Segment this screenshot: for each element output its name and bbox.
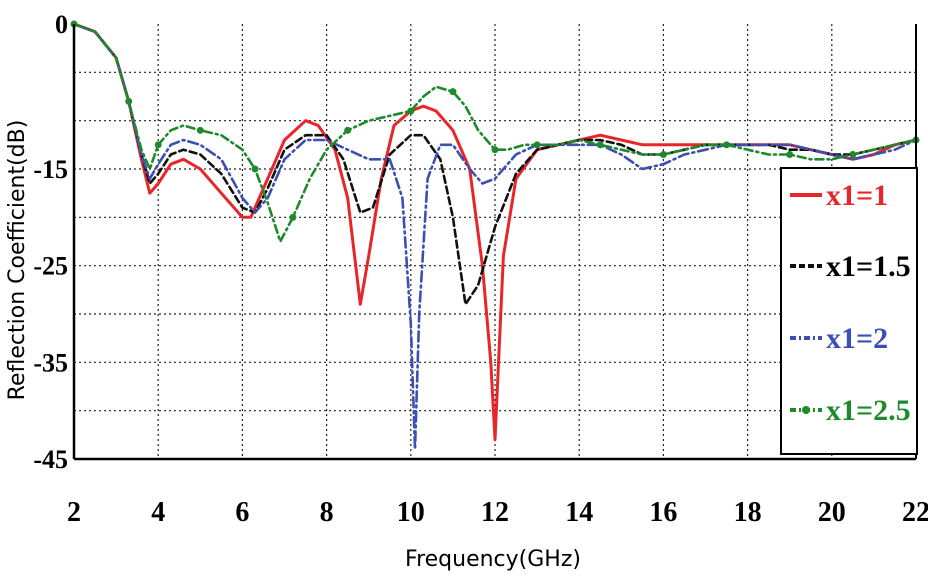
x-tick-label: 16 [649, 497, 677, 528]
grid [74, 24, 916, 459]
series-marker [786, 151, 794, 158]
series-line-x1-2-5 [72, 22, 918, 243]
x-tick-label: 20 [818, 497, 846, 528]
legend-box [780, 167, 918, 455]
plot-area [74, 24, 916, 459]
x-tick-label: 14 [565, 497, 593, 528]
series-marker [849, 151, 857, 158]
legend-marker [802, 406, 810, 414]
legend-label: x1=1 [826, 179, 888, 212]
x-tick-label: 2 [67, 497, 81, 528]
tick-labels: 0 -15 -25 -35 -45 2 4 6 8 10 12 14 16 18 20 22 [33, 10, 928, 528]
series-marker [596, 141, 604, 149]
series-marker [289, 213, 297, 221]
series-marker [251, 165, 259, 173]
series-marker [154, 141, 162, 149]
series-marker [449, 88, 457, 96]
x-tick-label: 12 [481, 497, 509, 528]
x-tick-label: 8 [320, 497, 334, 528]
y-tick-label: -25 [33, 252, 68, 281]
y-axis-label: Reflection Coefficient(dB) [5, 120, 30, 401]
y-tick-label: -35 [33, 348, 68, 377]
y-tick-label: -45 [33, 445, 68, 474]
x-axis-label: Frequency(GHz) [405, 547, 581, 572]
series-group [70, 20, 920, 451]
x-tick-label: 6 [235, 497, 249, 528]
y-tick-label: -15 [33, 155, 68, 184]
legend-label: x1=2.5 [826, 394, 911, 427]
x-tick-label: 4 [151, 497, 165, 528]
series-marker [407, 107, 415, 115]
series-line-x1-2 [72, 22, 918, 451]
x-tick-label: 18 [734, 497, 762, 528]
series-marker [659, 151, 667, 158]
x-tick-label: 10 [397, 497, 425, 528]
legend-label: x1=1.5 [826, 250, 911, 283]
series-marker [491, 146, 499, 154]
series-marker [196, 126, 204, 134]
series-marker [723, 141, 731, 149]
legend-label: x1=2 [826, 322, 888, 355]
legend: x1=1 x1=1.5 x1=2 x1=2.5 [780, 167, 918, 455]
x-tick-label: 22 [902, 497, 928, 528]
y-tick-label: 0 [55, 10, 68, 39]
series-marker [533, 141, 541, 149]
series-marker [344, 126, 352, 134]
series-marker [125, 97, 133, 105]
